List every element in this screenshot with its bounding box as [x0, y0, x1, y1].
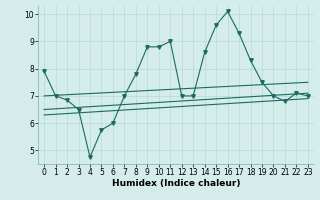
X-axis label: Humidex (Indice chaleur): Humidex (Indice chaleur): [112, 179, 240, 188]
